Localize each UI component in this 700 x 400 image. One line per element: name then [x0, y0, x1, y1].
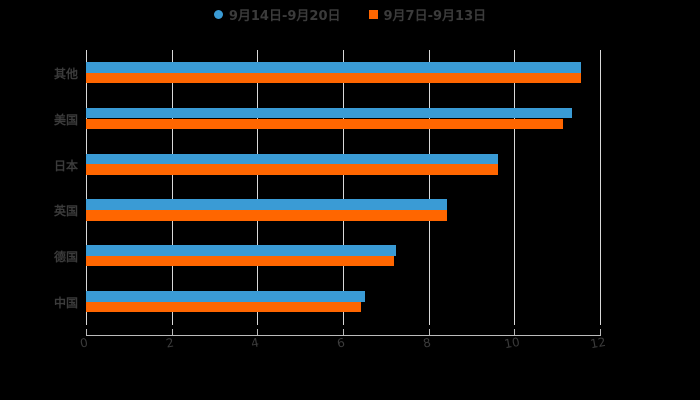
axis-tick — [257, 329, 258, 336]
axis-tick — [514, 329, 515, 336]
y-category-label: 德国 — [53, 250, 78, 265]
gridline — [600, 50, 601, 325]
legend-label: 9月14日-9月20日 — [228, 8, 341, 24]
y-category-label: 中国 — [53, 296, 78, 310]
bar-sep14-sep20[interactable] — [86, 245, 397, 256]
legend-item-series-1[interactable]: 9月14日-9月20日 — [213, 5, 341, 24]
legend-item-series-2[interactable]: 9月7日-9月13日 — [368, 5, 487, 24]
gridline — [514, 50, 515, 325]
gridline — [343, 50, 344, 325]
axis-tick — [343, 329, 344, 336]
bar-sep14-sep20[interactable] — [86, 62, 582, 73]
bar-sep14-sep20[interactable] — [86, 153, 499, 165]
x-axis-line — [86, 335, 600, 336]
bar-sep7-sep13[interactable] — [86, 210, 448, 221]
gridline — [172, 50, 173, 325]
axis-tick — [600, 329, 601, 336]
bar-sep7-sep13[interactable] — [86, 301, 361, 313]
bar-sep7-sep13[interactable] — [86, 255, 394, 267]
legend-marker-square-icon — [368, 9, 378, 19]
gridline — [429, 50, 430, 325]
legend-marker-circle-icon — [213, 9, 223, 19]
axis-tick — [172, 329, 173, 336]
y-category-label: 日本 — [53, 158, 78, 173]
x-tick-label: 12 — [589, 334, 607, 352]
x-tick-label: 8 — [422, 335, 432, 351]
bar-sep7-sep13[interactable] — [86, 118, 564, 129]
bar-sep7-sep13[interactable] — [86, 72, 582, 84]
x-tick-label: 0 — [79, 335, 89, 351]
x-tick-label: 4 — [250, 335, 260, 351]
y-category-label: 其他 — [53, 67, 78, 81]
axis-tick — [429, 329, 430, 336]
bar-sep14-sep20[interactable] — [86, 107, 573, 119]
legend-label: 9月7日-9月13日 — [383, 8, 487, 24]
gridline — [86, 50, 87, 325]
y-category-label: 美国 — [53, 112, 78, 127]
x-tick-label: 6 — [336, 335, 346, 351]
bar-sep7-sep13[interactable] — [86, 164, 499, 175]
x-tick-label: 2 — [165, 335, 175, 351]
gridline — [257, 50, 258, 325]
bar-sep14-sep20[interactable] — [86, 291, 365, 302]
y-category-label: 英国 — [53, 204, 78, 219]
axis-tick — [86, 329, 87, 336]
x-tick-label: 10 — [503, 334, 521, 352]
bar-sep14-sep20[interactable] — [86, 199, 448, 210]
chart-legend: 9月14日-9月20日 9月7日-9月13日 — [0, 4, 700, 24]
